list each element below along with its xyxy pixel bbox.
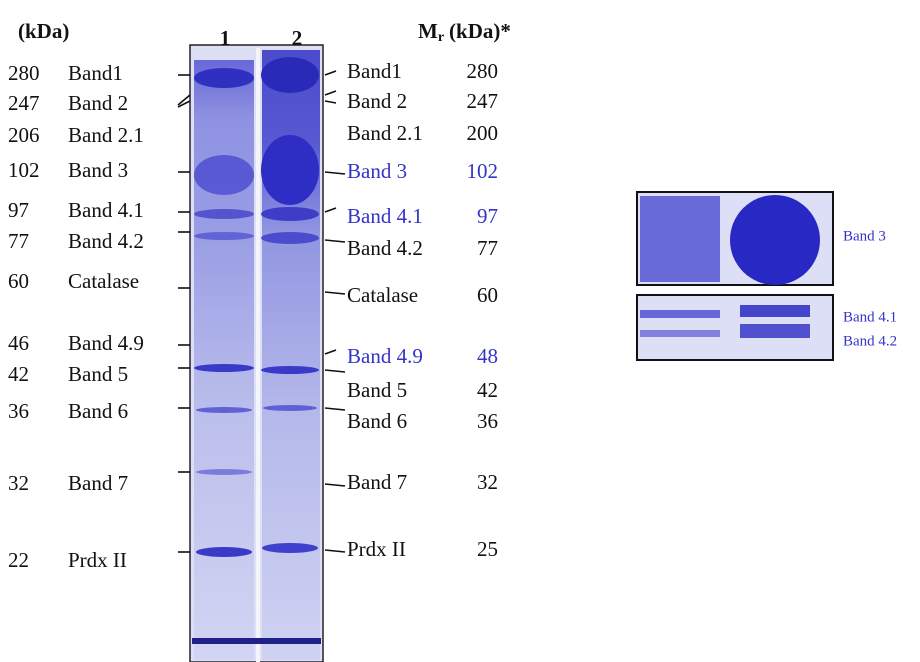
marker-mw: 102 [8,158,40,182]
marker-mw: 102 [467,159,499,183]
marker-tick [324,70,337,76]
marker-mw: 247 [8,91,40,115]
marker-mw: 247 [467,89,499,113]
lane-label: 2 [292,26,303,50]
marker-name: Band 7 [68,471,128,495]
marker-tick [324,171,346,175]
marker-mw: 36 [477,409,498,433]
marker-name: Band 5 [347,378,407,402]
inset-label: Band 4.1 [843,309,897,325]
marker-name: Band 4.2 [68,229,144,253]
marker-tick [324,207,337,213]
right-header: Mr (kDa)* [418,19,511,45]
marker-name: Band 3 [347,159,407,183]
marker-name: Band1 [68,61,123,85]
marker-mw: 46 [8,331,29,355]
marker-mw: 280 [467,59,499,83]
marker-name: Band 6 [68,399,128,423]
marker-name: Band 2.1 [68,123,144,147]
lane-label: 1 [220,26,231,50]
marker-name: Prdx II [68,548,127,572]
marker-name: Band 4.9 [347,344,423,368]
marker-name: Band 4.1 [68,198,144,222]
marker-tick [324,407,346,411]
marker-mw: 60 [477,283,498,307]
marker-mw: 97 [477,204,498,228]
marker-tick [324,483,346,487]
marker-tick [324,100,337,104]
marker-mw: 206 [8,123,40,147]
inset-label: Band 3 [843,228,886,244]
marker-name: Band 7 [347,470,407,494]
marker-name: Band 6 [347,409,407,433]
marker-mw: 48 [477,344,498,368]
marker-mw: 32 [8,471,29,495]
marker-name: Band 4.2 [347,236,423,260]
marker-name: Catalase [347,283,418,307]
inset [636,191,834,361]
marker-name: Band 4.9 [68,331,144,355]
marker-name: Band 2 [68,91,128,115]
unit: (kDa)* [449,19,511,43]
marker-mw: 36 [8,399,29,423]
marker-tick [324,549,346,553]
marker-tick [177,94,191,106]
marker-tick [324,239,346,243]
left-header: (kDa) [18,19,69,43]
marker-mw: 77 [477,236,498,260]
marker-tick [324,369,346,373]
marker-name: Band 5 [68,362,128,386]
marker-name: Band 2 [347,89,407,113]
symbol: M [418,19,438,43]
marker-mw: 25 [477,537,498,561]
marker-mw: 77 [8,229,29,253]
inset-label: Band 4.2 [843,333,897,349]
marker-mw: 42 [477,378,498,402]
marker-mw: 200 [467,121,499,145]
gel [189,44,324,662]
marker-mw: 32 [477,470,498,494]
marker-name: Band 3 [68,158,128,182]
marker-mw: 60 [8,269,29,293]
marker-name: Prdx II [347,537,406,561]
marker-mw: 42 [8,362,29,386]
marker-mw: 280 [8,61,40,85]
marker-name: Band1 [347,59,402,83]
marker-tick [177,100,191,108]
marker-name: Band 2.1 [347,121,423,145]
marker-name: Catalase [68,269,139,293]
marker-tick [324,349,337,355]
marker-tick [324,90,337,96]
marker-name: Band 4.1 [347,204,423,228]
marker-mw: 97 [8,198,29,222]
marker-tick [324,291,346,295]
subscript: r [438,30,444,45]
marker-mw: 22 [8,548,29,572]
